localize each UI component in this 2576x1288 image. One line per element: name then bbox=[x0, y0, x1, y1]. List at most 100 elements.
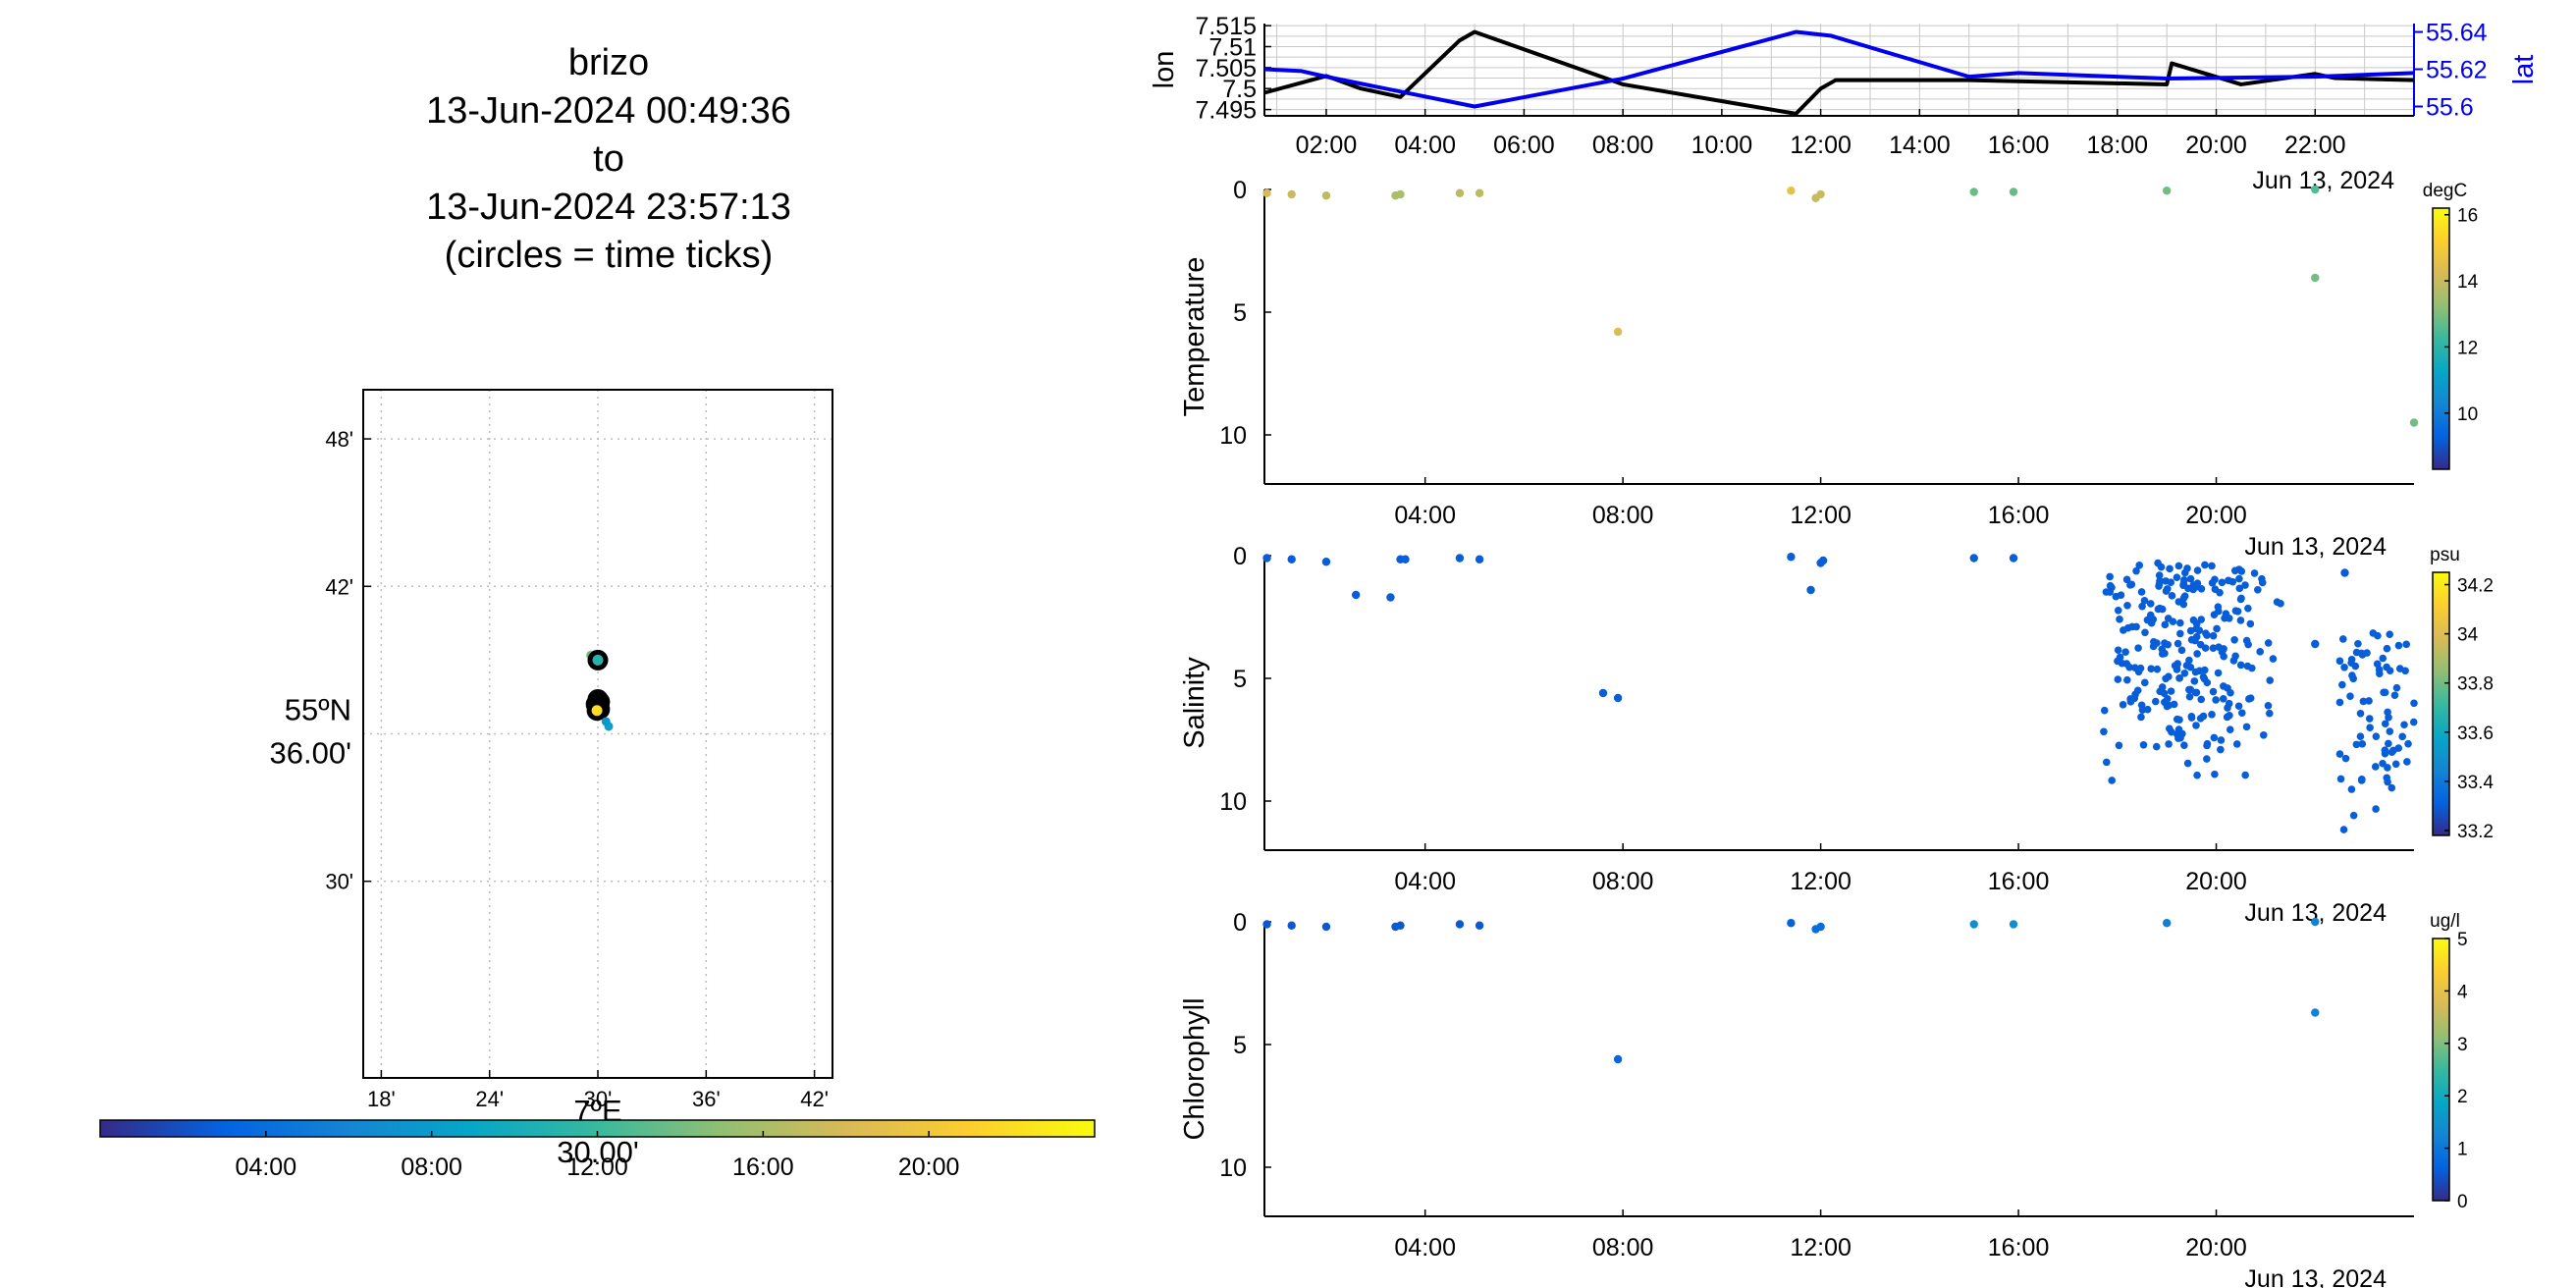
temperature-colorbar-unit: degC bbox=[2423, 181, 2467, 201]
time-colorbar-tick-label: 16:00 bbox=[732, 1154, 794, 1181]
time-colorbar-tick-label: 12:00 bbox=[566, 1154, 628, 1181]
lonlat-left-tick-label: 7.51 bbox=[1208, 34, 1257, 62]
salinity-cluster-point bbox=[2179, 594, 2188, 602]
salinity-cluster-point bbox=[2379, 759, 2387, 768]
salinity-cluster-point bbox=[2338, 635, 2347, 643]
salinity-cluster-point bbox=[2336, 775, 2345, 783]
salinity-cluster-point bbox=[2152, 742, 2161, 751]
salinity-cluster-point bbox=[2164, 695, 2172, 703]
temperature-panel: 0 5 10 04:00 08:00 12:00 16:00 20:00 Jun 13, 202… bbox=[1179, 177, 2479, 561]
chlorophyll-point bbox=[1396, 921, 1405, 930]
temperature-colorbar-tick-label: 14 bbox=[2457, 272, 2479, 293]
chlorophyll-x-tick-label: 08:00 bbox=[1592, 1234, 1654, 1261]
salinity-cluster-point bbox=[2123, 675, 2131, 684]
salinity-point bbox=[1351, 590, 1361, 600]
salinity-cluster-point bbox=[2394, 641, 2403, 650]
salinity-cluster-point bbox=[2209, 687, 2218, 696]
salinity-cluster-point bbox=[2265, 709, 2274, 718]
salinity-cluster-point bbox=[2212, 696, 2220, 704]
salinity-cluster-point bbox=[2174, 562, 2183, 570]
time-colorbar-tick-label: 08:00 bbox=[401, 1154, 462, 1181]
map-track-point bbox=[601, 717, 611, 726]
salinity-cluster-point bbox=[2201, 561, 2209, 569]
map-x-tick-label: 18' bbox=[367, 1087, 396, 1111]
salinity-cluster-point bbox=[2211, 770, 2219, 778]
chlorophyll-colorbar-tick-label: 1 bbox=[2457, 1140, 2468, 1160]
salinity-cluster-point bbox=[2166, 564, 2174, 573]
salinity-point bbox=[1787, 553, 1796, 562]
salinity-cluster-point bbox=[2208, 562, 2216, 570]
salinity-x-tick-label: 08:00 bbox=[1592, 868, 1654, 895]
salinity-cluster-point bbox=[2219, 695, 2227, 703]
salinity-cluster-point bbox=[2225, 576, 2232, 585]
salinity-cluster-point bbox=[2380, 688, 2388, 697]
salinity-cluster-point bbox=[2141, 628, 2149, 637]
salinity-colorbar-tick-label: 33.8 bbox=[2457, 674, 2494, 695]
salinity-cluster-point bbox=[2191, 688, 2200, 697]
salinity-cluster-point bbox=[2229, 657, 2238, 665]
map-time-tick-circle bbox=[587, 649, 609, 671]
salinity-cluster-point bbox=[2348, 671, 2356, 679]
salinity-cluster-point bbox=[2119, 701, 2127, 709]
salinity-cluster-point bbox=[2156, 687, 2165, 696]
salinity-cluster-point bbox=[2173, 663, 2180, 671]
salinity-cluster-point bbox=[2116, 616, 2123, 623]
salinity-point bbox=[1262, 554, 1271, 563]
chlorophyll-point bbox=[1787, 919, 1796, 928]
lonlat-right-tick-label: 55.6 bbox=[2426, 94, 2474, 122]
salinity-cluster-point bbox=[2203, 631, 2211, 639]
salinity-cluster-point bbox=[2193, 579, 2202, 588]
salinity-point bbox=[2311, 639, 2320, 649]
temperature-y-tick-label: 0 bbox=[1233, 177, 1247, 204]
salinity-cluster-point bbox=[2381, 749, 2389, 758]
temperature-point bbox=[1969, 188, 1978, 196]
salinity-cluster-point bbox=[2203, 755, 2211, 763]
salinity-cluster-point bbox=[2135, 562, 2144, 569]
salinity-cluster-point bbox=[2133, 686, 2142, 695]
salinity-cluster-point bbox=[2346, 692, 2354, 700]
salinity-cluster-point bbox=[2358, 739, 2367, 748]
chlorophyll-colorbar-unit: ug/l bbox=[2430, 911, 2460, 932]
salinity-cluster-point bbox=[2167, 578, 2175, 587]
salinity-cluster-point bbox=[2156, 604, 2164, 613]
salinity-cluster-point bbox=[2153, 665, 2162, 673]
lonlat-x-tick-label: 12:00 bbox=[1790, 132, 1852, 159]
salinity-cluster-point bbox=[2335, 657, 2344, 666]
chlorophyll-colorbar-tick-label: 2 bbox=[2457, 1087, 2468, 1107]
salinity-colorbar bbox=[2432, 571, 2450, 836]
chlorophyll-y-tick-label: 0 bbox=[1233, 909, 1247, 937]
salinity-cluster-point bbox=[2131, 664, 2139, 671]
salinity-point bbox=[2340, 568, 2349, 577]
salinity-colorbar-tick-label: 33.4 bbox=[2457, 773, 2494, 793]
salinity-cluster-point bbox=[2266, 676, 2275, 684]
temperature-point bbox=[2162, 187, 2172, 195]
salinity-cluster-point bbox=[2264, 639, 2273, 647]
salinity-cluster-point bbox=[2187, 714, 2196, 722]
salinity-cluster-point bbox=[2193, 566, 2202, 574]
salinity-y-tick-label: 0 bbox=[1233, 543, 1247, 570]
salinity-cluster-point bbox=[2123, 623, 2132, 632]
salinity-cluster-point bbox=[2134, 644, 2142, 652]
salinity-colorbar-tick-label: 34.2 bbox=[2457, 576, 2494, 597]
salinity-cluster-point bbox=[2236, 617, 2245, 624]
salinity-cluster-point bbox=[2231, 607, 2240, 615]
salinity-cluster-point bbox=[2365, 715, 2374, 723]
salinity-cluster-point bbox=[2242, 723, 2251, 731]
chlorophyll-x-tick-label: 20:00 bbox=[2185, 1234, 2247, 1261]
lonlat-ylabel-right: lat bbox=[2508, 55, 2540, 85]
chlorophyll-point bbox=[2311, 917, 2320, 927]
salinity-cluster-point bbox=[2391, 760, 2400, 769]
lonlat-x-tick-label: 22:00 bbox=[2284, 132, 2346, 159]
salinity-cluster-point bbox=[2244, 604, 2252, 613]
temperature-colorbar-tick-label: 16 bbox=[2457, 206, 2478, 227]
salinity-cluster-point bbox=[2175, 716, 2183, 724]
temperature-point bbox=[1455, 188, 1465, 197]
salinity-y-tick-label: 10 bbox=[1219, 788, 1247, 816]
salinity-cluster-point bbox=[2180, 741, 2188, 749]
salinity-cluster-point bbox=[2277, 600, 2284, 608]
salinity-cluster-point bbox=[2174, 725, 2183, 733]
salinity-cluster-point bbox=[2158, 645, 2167, 654]
chlorophyll-point bbox=[2311, 1008, 2320, 1017]
salinity-cluster-point bbox=[2335, 698, 2344, 707]
salinity-cluster-point bbox=[2180, 568, 2189, 577]
